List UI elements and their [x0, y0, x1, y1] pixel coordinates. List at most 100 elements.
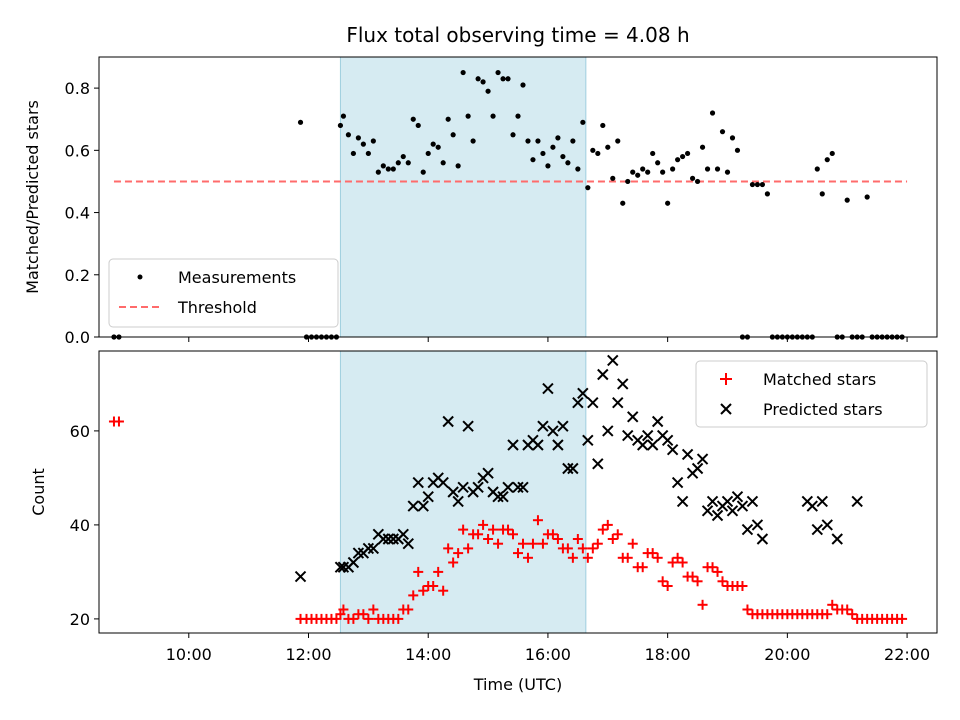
legend-matched-marker — [720, 373, 732, 385]
top-y-tick-label: 0.0 — [65, 328, 90, 347]
matched-point — [592, 538, 603, 549]
predicted-point — [447, 486, 459, 498]
matched-point — [413, 566, 424, 577]
predicted-point — [452, 495, 464, 508]
measurement-point — [360, 141, 366, 147]
matched-point — [847, 609, 858, 620]
measurement-point — [415, 122, 421, 129]
matched-point — [368, 604, 379, 615]
measurement-point — [545, 163, 551, 169]
predicted-point — [831, 533, 843, 545]
predicted-point — [367, 542, 380, 555]
top-y-axis-label: Matched/Predicted stars — [23, 100, 42, 294]
predicted-point — [492, 490, 504, 503]
predicted-point — [736, 500, 749, 512]
top-legend: Measurements Threshold — [108, 258, 339, 328]
predicted-point — [472, 481, 484, 494]
matched-point — [363, 613, 374, 624]
predicted-point — [397, 528, 409, 541]
counts-panel: 20 40 60 10:00 12:00 14:00 16:00 18:00 20:00 22:… — [29, 350, 938, 694]
predicted-point — [661, 434, 674, 447]
predicted-point — [671, 476, 684, 489]
measurement-point — [635, 172, 641, 178]
predicted-point — [751, 519, 764, 531]
matched-point — [513, 548, 523, 559]
matched-point — [532, 515, 543, 526]
measurement-point — [375, 169, 381, 175]
predicted-point — [377, 533, 390, 545]
predicted-point — [552, 439, 564, 451]
measurement-point — [675, 157, 681, 163]
measurement-point — [704, 166, 711, 172]
matched-point — [647, 548, 658, 559]
measurement-point — [410, 116, 416, 122]
matched-point — [622, 552, 633, 563]
matched-point — [577, 543, 588, 554]
predicted-point — [636, 439, 649, 451]
predicted-point — [666, 443, 679, 456]
measurement-point — [620, 200, 626, 206]
predicted-point — [537, 420, 549, 432]
measurement-point — [640, 166, 646, 172]
measurement-point — [844, 197, 850, 203]
measurement-point — [570, 138, 576, 144]
predicted-point — [681, 448, 694, 461]
matched-point — [572, 534, 583, 544]
measurement-point — [445, 116, 451, 122]
matched-point — [438, 585, 449, 596]
matched-point — [113, 416, 124, 427]
predicted-point — [362, 542, 375, 555]
top-y-axis: 0.0 0.2 0.4 0.6 0.8 — [65, 79, 99, 347]
matched-point — [582, 552, 593, 563]
measurement-point — [390, 166, 396, 172]
measurement-point — [625, 178, 631, 185]
matched-point — [443, 543, 454, 554]
measurement-point — [337, 122, 344, 129]
measurement-point — [714, 166, 721, 172]
measurement-point — [340, 113, 347, 119]
chart-title: Flux total observing time = 4.08 h — [346, 23, 689, 47]
bottom-x-tick-label: 22:00 — [884, 645, 930, 664]
measurement-point — [440, 160, 446, 166]
matched-point — [508, 529, 519, 540]
measurement-point — [580, 119, 586, 125]
predicted-point — [706, 495, 719, 508]
matched-point — [602, 519, 613, 530]
measurement-point — [480, 79, 486, 85]
matched-point — [677, 557, 688, 568]
predicted-point — [617, 378, 629, 390]
predicted-point — [612, 396, 624, 409]
measurement-point — [729, 135, 736, 141]
matched-point — [448, 557, 459, 568]
matched-point — [587, 543, 598, 554]
measurement-point — [465, 113, 471, 119]
predicted-point — [502, 481, 514, 494]
predicted-point — [542, 382, 554, 395]
bottom-y-axis: 20 40 60 — [70, 422, 99, 629]
matched-point — [897, 613, 908, 624]
measurement-point — [824, 157, 830, 163]
measurement-point — [655, 160, 661, 166]
matched-point — [652, 552, 663, 563]
matched-point — [672, 552, 683, 563]
measurement-point — [555, 135, 561, 141]
bottom-y-tick-label: 40 — [70, 516, 90, 535]
matched-point — [393, 613, 404, 624]
legend-matched-label: Matched stars — [763, 370, 876, 389]
matched-point — [712, 566, 723, 577]
counts-layer — [108, 354, 908, 624]
predicted-point — [811, 523, 823, 536]
bottom-y-axis-label: Count — [29, 468, 48, 516]
matched-point — [657, 576, 668, 587]
legend-predicted-label: Predicted stars — [763, 400, 883, 419]
predicted-point — [627, 411, 639, 423]
measurement-point — [585, 185, 591, 191]
matched-point — [547, 529, 558, 540]
matched-point — [418, 585, 429, 596]
predicted-point — [402, 537, 414, 550]
matched-point — [488, 524, 499, 535]
matched-point — [433, 566, 444, 577]
matched-point — [562, 543, 573, 554]
measurements-layer — [111, 69, 905, 340]
matched-point — [458, 524, 469, 535]
